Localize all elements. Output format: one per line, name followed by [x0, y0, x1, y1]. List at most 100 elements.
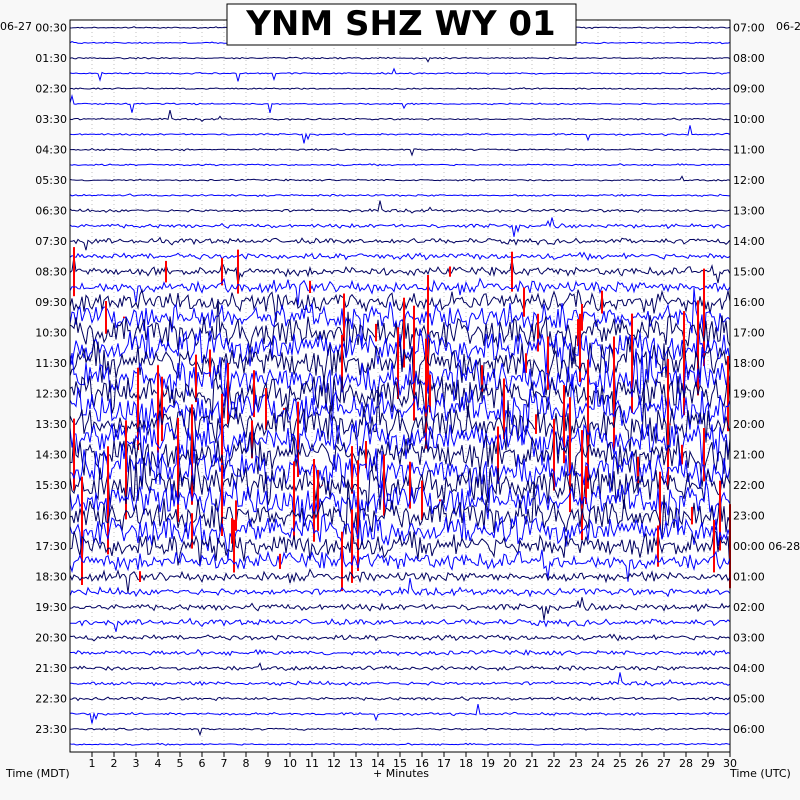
trace-line [69, 373, 731, 446]
x-tick-label: 26 [635, 757, 649, 770]
trace-line [69, 256, 731, 286]
trace-line [69, 200, 731, 214]
x-tick-label: 24 [591, 757, 605, 770]
right-time-label: 16:00 [733, 296, 765, 309]
trace-line [69, 597, 731, 621]
left-time-label: 12:30 [35, 388, 67, 401]
right-time-label: 02:00 [733, 601, 765, 614]
x-tick-label: 9 [265, 757, 272, 770]
x-tick-label: 10 [283, 757, 297, 770]
x-tick-label: 15 [393, 757, 407, 770]
left-time-label: 22:30 [35, 693, 67, 706]
trace-line [69, 318, 731, 375]
trace-line [69, 481, 731, 551]
x-tick-label: 2 [111, 757, 118, 770]
right-time-label: 19:00 [733, 388, 765, 401]
trace-line [70, 672, 731, 687]
right-time-label: 17:00 [733, 327, 765, 340]
x-tick-label: 20 [503, 757, 517, 770]
x-tick-label: 28 [679, 757, 693, 770]
trace-line [69, 370, 731, 430]
trace-line [69, 56, 731, 63]
x-tick-label: 23 [569, 757, 583, 770]
title-box [226, 3, 577, 46]
trace-line [69, 288, 731, 323]
left-time-label: 21:30 [35, 662, 67, 675]
x-tick-label: 3 [133, 757, 140, 770]
x-tick-label: 8 [243, 757, 250, 770]
right-time-label: 09:00 [733, 83, 765, 96]
left-time-label: 18:30 [35, 571, 67, 584]
trace-line [69, 453, 731, 520]
seismic-traces [69, 26, 731, 746]
right-time-label: 13:00 [733, 205, 765, 218]
right-time-label: 15:00 [733, 266, 765, 279]
right-time-label: 03:00 [733, 632, 765, 645]
left-time-label: 05:30 [35, 174, 67, 187]
left-time-label: 20:30 [35, 632, 67, 645]
right-date-label: 06-2 [776, 20, 800, 33]
trace-line [69, 217, 731, 237]
x-tick-label: 22 [547, 757, 561, 770]
plot-background [70, 20, 730, 752]
trace-line [69, 512, 731, 565]
right-time-label: 11:00 [733, 144, 765, 157]
right-time-label: 12:00 [733, 174, 765, 187]
trace-line [69, 109, 731, 122]
x-tick-label: 21 [525, 757, 539, 770]
right-time-label: 00:00 06-28 [733, 540, 800, 553]
trace-line [69, 87, 731, 91]
x-tick-label: 1 [89, 757, 96, 770]
x-tick-label: 6 [199, 757, 206, 770]
trace-line [69, 696, 731, 702]
left-time-label: 23:30 [35, 723, 67, 736]
right-time-label: 22:00 [733, 479, 765, 492]
right-time-axis: 07:00 08:00 09:00 10:00 11:00 12:00 13:00 14:00… [733, 22, 800, 737]
left-time-label: 04:30 [35, 144, 67, 157]
trace-line [69, 523, 731, 573]
left-time-label: 11:30 [35, 357, 67, 370]
x-tick-label: 17 [437, 757, 451, 770]
x-tick-label: 30 [723, 757, 737, 770]
right-time-label: 06:00 [733, 723, 765, 736]
right-time-label: 07:00 [733, 22, 765, 35]
trace-line [69, 330, 731, 402]
x-tick-label: 4 [155, 757, 162, 770]
left-date-label: 06-27 [0, 20, 32, 33]
trace-line [69, 578, 731, 598]
x-tick-label: 16 [415, 757, 429, 770]
x-tick-label: 29 [701, 757, 715, 770]
trace-line [69, 727, 731, 737]
right-time-label: 08:00 [733, 52, 765, 65]
x-tick-label: 12 [327, 757, 341, 770]
x-axis: 1 2 3 4 5 6 7 8 9 10 11 12 13 14 15 16 17 18 19 20 21 22 23 24 2… [89, 752, 737, 770]
x-axis-label: + Minutes [373, 767, 429, 780]
trace-line [69, 478, 731, 535]
trace-line [69, 163, 731, 167]
x-tick-label: 19 [481, 757, 495, 770]
x-tick-label: 5 [177, 757, 184, 770]
left-time-label: 08:30 [35, 266, 67, 279]
trace-line [69, 742, 731, 746]
trace-line [69, 287, 731, 348]
trace-line [69, 125, 731, 144]
left-time-label: 17:30 [35, 540, 67, 553]
left-time-label: 07:30 [35, 235, 67, 248]
left-time-label: 01:30 [35, 52, 67, 65]
trace-line [69, 251, 731, 261]
x-tick-label: 7 [221, 757, 228, 770]
right-time-label: 10:00 [733, 113, 765, 126]
right-time-label: 01:00 [733, 571, 765, 584]
trace-line [69, 617, 731, 632]
x-tick-label: 11 [305, 757, 319, 770]
left-time-axis: 00:30 01:30 02:30 03:30 04:30 05:30 06:30 07:30… [35, 22, 67, 737]
left-time-label: 15:30 [35, 479, 67, 492]
left-time-label: 02:30 [35, 83, 67, 96]
left-time-label: 16:30 [35, 510, 67, 523]
right-time-label: 04:00 [733, 662, 765, 675]
left-time-label: 14:30 [35, 449, 67, 462]
left-time-label: 13:30 [35, 418, 67, 431]
trace-line [69, 193, 731, 198]
chart-title: YNM SHZ WY 01 [245, 4, 555, 44]
